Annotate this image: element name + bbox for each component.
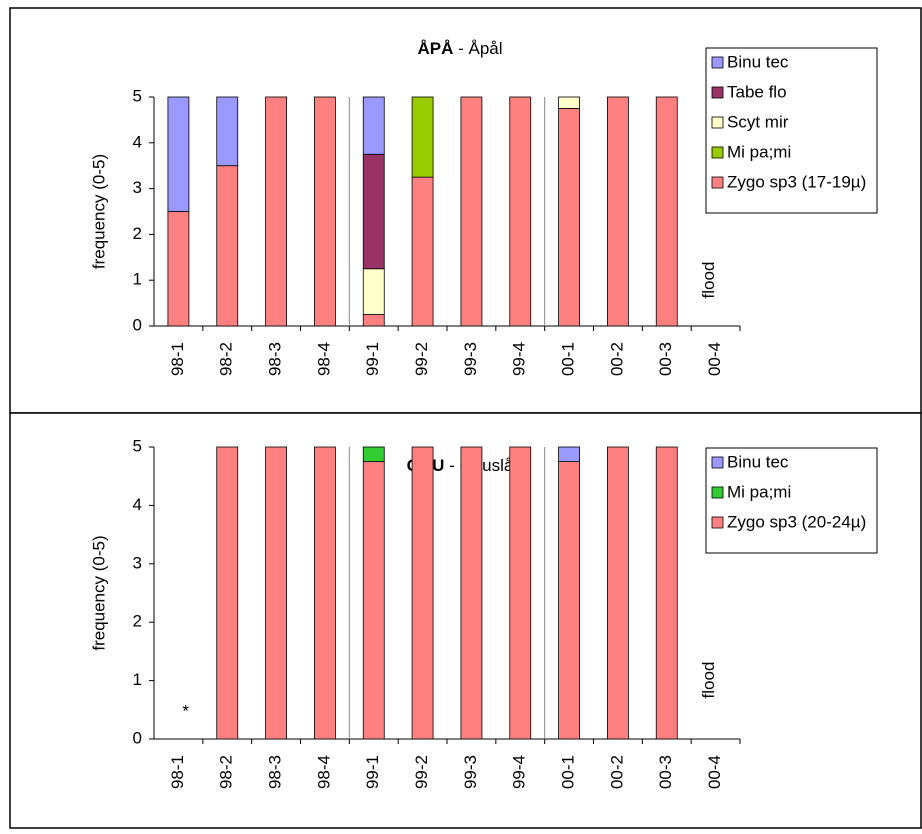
- title-bold: ÅPÅ: [417, 39, 453, 58]
- bar-segment: [265, 446, 287, 740]
- y-tick-label: 2: [133, 612, 142, 631]
- legend-swatch: [711, 176, 724, 189]
- y-tick-label: 5: [133, 86, 142, 105]
- bar-segment: [265, 96, 287, 327]
- bar-segment: [655, 96, 678, 327]
- y-tick-label: 4: [133, 495, 142, 514]
- y-tick-label: 2: [133, 224, 142, 243]
- legend-swatch: [711, 486, 724, 499]
- chart-title: ÅPÅ - Åpål: [417, 39, 502, 58]
- y-tick-label: 0: [133, 728, 142, 747]
- x-tick-label: 99-3: [461, 755, 480, 789]
- title-rest: - Åpål: [458, 39, 502, 58]
- bar-segment: [362, 314, 385, 327]
- bar-segment: [362, 446, 385, 463]
- bar-segment: [216, 446, 239, 740]
- bar-segment: [362, 461, 385, 740]
- bar-segment: [509, 446, 532, 740]
- x-tick-label: 99-4: [510, 755, 529, 789]
- legend-swatch: [711, 146, 724, 159]
- legend-swatch: [711, 116, 724, 129]
- legend-label: Mi pa;mi: [727, 142, 791, 161]
- legend-label: Binu tec: [727, 452, 789, 471]
- y-tick-label: 3: [133, 178, 142, 197]
- bar-segment: [216, 96, 239, 167]
- bar-segment: [607, 96, 629, 327]
- x-tick-label: 98-4: [314, 755, 333, 789]
- bar-segment: [411, 176, 434, 327]
- x-tick-label: 99-1: [363, 755, 382, 789]
- legend-label: Tabe flo: [727, 82, 787, 101]
- bar-segment: [607, 446, 629, 740]
- x-tick-label: 98-1: [168, 342, 187, 376]
- annotation: flood: [699, 262, 718, 299]
- bar-segment: [314, 96, 336, 327]
- x-tick-label: 98-3: [266, 342, 285, 376]
- y-tick-label: 4: [133, 132, 142, 151]
- bar-segment: [362, 96, 385, 155]
- x-tick-label: 00-4: [705, 755, 724, 789]
- y-tick-label: 1: [133, 670, 142, 689]
- y-tick-label: 1: [133, 270, 142, 289]
- x-tick-label: 00-3: [656, 342, 675, 376]
- annotation: flood: [699, 662, 718, 699]
- x-tick-label: 99-2: [412, 755, 431, 789]
- legend-swatch: [711, 516, 724, 529]
- bar-segment: [411, 446, 434, 740]
- legend: [705, 447, 878, 554]
- bar-segment: [362, 268, 385, 315]
- bar-segment: [314, 446, 336, 740]
- legend-label: Mi pa;mi: [727, 482, 791, 501]
- bar-segment: [167, 96, 190, 212]
- x-tick-label: 00-4: [705, 342, 724, 376]
- legend-swatch: [711, 456, 724, 469]
- y-axis-label: frequency (0-5): [89, 535, 108, 650]
- y-tick-label: 5: [133, 436, 142, 455]
- bar-segment: [411, 96, 434, 178]
- x-tick-label: 00-3: [656, 755, 675, 789]
- x-tick-label: 98-2: [217, 755, 236, 789]
- bar-segment: [460, 446, 483, 740]
- bar-segment: [460, 96, 483, 327]
- x-tick-label: 99-2: [412, 342, 431, 376]
- x-tick-label: 00-1: [559, 755, 578, 789]
- x-tick-label: 98-2: [217, 342, 236, 376]
- y-axis-label: frequency (0-5): [89, 154, 108, 269]
- annotation: *: [182, 701, 189, 720]
- bar-segment: [558, 446, 580, 463]
- x-tick-label: 00-2: [607, 755, 626, 789]
- x-tick-label: 99-4: [510, 342, 529, 376]
- legend: [705, 47, 878, 214]
- x-tick-label: 99-3: [461, 342, 480, 376]
- x-tick-label: 98-1: [168, 755, 187, 789]
- bar-segment: [362, 153, 385, 270]
- bar-segment: [558, 108, 580, 327]
- bar-segment: [509, 96, 532, 327]
- x-tick-label: 98-4: [314, 342, 333, 376]
- bar-segment: [655, 446, 678, 740]
- bar-segment: [216, 165, 239, 327]
- legend-label: Binu tec: [727, 52, 789, 71]
- y-tick-label: 0: [133, 315, 142, 334]
- x-tick-label: 00-1: [559, 342, 578, 376]
- bar-segment: [558, 461, 580, 740]
- legend-label: Scyt mir: [727, 112, 789, 131]
- x-tick-label: 98-3: [266, 755, 285, 789]
- x-tick-label: 99-1: [363, 342, 382, 376]
- bar-segment: [167, 211, 190, 327]
- bar-segment: [558, 96, 580, 109]
- y-tick-label: 3: [133, 553, 142, 572]
- legend-label: Zygo sp3 (17-19µ): [727, 172, 866, 191]
- x-tick-label: 00-2: [607, 342, 626, 376]
- legend-swatch: [711, 86, 724, 99]
- legend-label: Zygo sp3 (20-24µ): [727, 512, 866, 531]
- legend-swatch: [711, 56, 724, 69]
